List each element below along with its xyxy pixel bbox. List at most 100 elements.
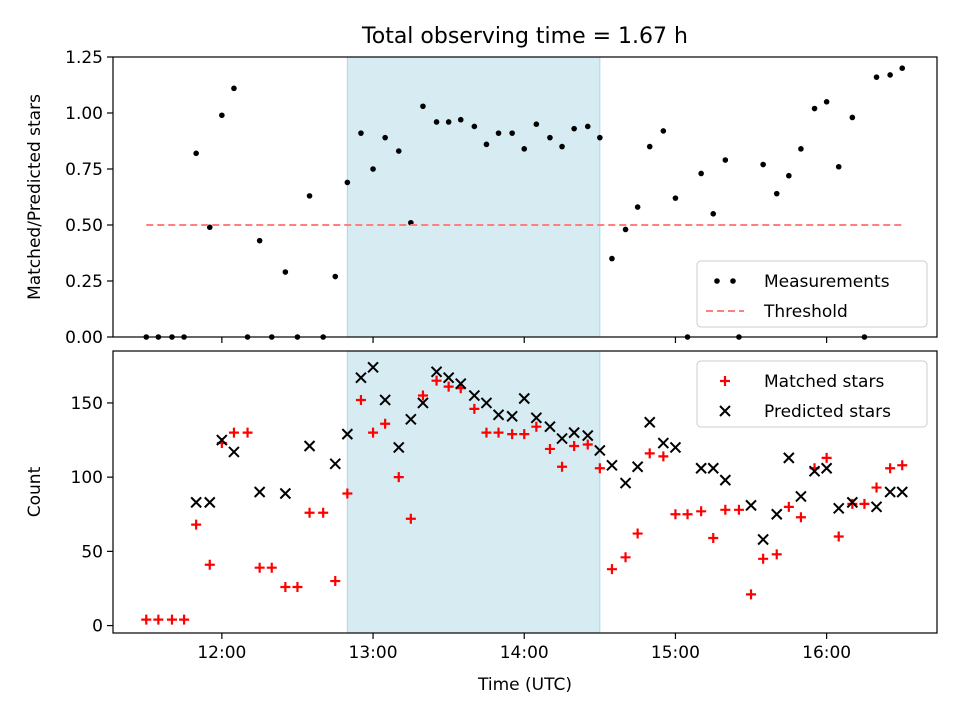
matched-star-point — [771, 549, 782, 560]
x-tick-label: 13:00 — [349, 643, 398, 663]
matched-star-point — [885, 463, 896, 474]
matched-star-point — [330, 576, 341, 587]
matched-star-point — [141, 614, 152, 625]
matched-star-point — [833, 531, 844, 542]
predicted-star-point — [771, 508, 783, 520]
predicted-star-point — [757, 533, 769, 546]
measurement-point — [509, 130, 515, 136]
measurement-point — [370, 166, 376, 172]
bottom-panel-counts: 12:00 13:00 14:00 15:00 16:00 0 50 100 150 Count T… — [25, 350, 938, 695]
measurement-point — [231, 85, 237, 92]
measurement-point — [445, 119, 452, 125]
measurement-point — [483, 141, 490, 148]
observing-window-band — [346, 350, 601, 634]
y-tick-label: 0.25 — [65, 272, 103, 292]
predicted-star-point — [896, 486, 908, 498]
measurement-point — [358, 130, 364, 136]
measurement-point — [773, 190, 780, 197]
legend-box — [696, 260, 928, 328]
measurement-point — [420, 103, 426, 110]
predicted-star-point — [355, 372, 367, 384]
predicted-star-point — [216, 434, 228, 446]
measurement-point — [609, 255, 615, 262]
predicted-star-point — [468, 389, 481, 402]
y-tick-label: 0.00 — [65, 328, 103, 348]
predicted-star-point — [405, 413, 417, 425]
predicted-star-point — [341, 428, 354, 440]
matched-star-point — [191, 519, 202, 530]
measurement-point — [495, 130, 502, 136]
observing-window-band — [346, 56, 601, 338]
measurement-point — [634, 204, 641, 210]
predicted-star-point — [279, 487, 292, 500]
matched-star-point — [254, 562, 265, 573]
predicted-star-point — [644, 416, 656, 428]
predicted-star-point — [820, 462, 833, 474]
matched-star-point — [519, 429, 530, 440]
measurement-point — [584, 123, 591, 130]
measurement-point — [344, 179, 351, 186]
predicted-star-point — [303, 440, 316, 452]
predicted-star-point — [606, 459, 618, 471]
measurement-point — [547, 134, 553, 141]
matched-star-point — [859, 498, 870, 509]
matched-star-point — [897, 460, 908, 471]
measurement-point — [457, 116, 464, 123]
measurement-point — [382, 134, 388, 141]
matched-star-point — [280, 581, 291, 592]
predicted-star-point — [582, 429, 594, 442]
matched-star-point — [204, 559, 215, 570]
matched-star-point — [821, 452, 832, 463]
y-tick-label: 50 — [81, 542, 103, 562]
matched-star-point — [795, 512, 806, 523]
matched-star-point — [632, 528, 643, 539]
matched-star-point — [242, 427, 253, 438]
legend-label: Threshold — [763, 302, 848, 322]
predicted-star-point — [556, 432, 568, 445]
x-axis-label: Time (UTC) — [477, 675, 572, 695]
measurement-point — [282, 269, 289, 275]
matched-star-point — [166, 614, 177, 625]
predicted-star-point — [783, 452, 795, 464]
measurement-point — [760, 161, 766, 168]
measurement-point — [256, 237, 263, 244]
chart-title: Total observing time = 1.67 h — [361, 24, 688, 49]
measurement-point — [219, 112, 225, 119]
y-tick-label: 150 — [71, 394, 103, 414]
matched-star-point — [405, 513, 416, 524]
measurement-point — [521, 146, 528, 152]
predicted-star-point — [619, 477, 632, 489]
measurement-point — [622, 226, 629, 233]
measurement-point — [823, 99, 830, 105]
matched-star-point — [417, 390, 428, 401]
matched-star-point — [644, 448, 655, 459]
predicted-star-point — [393, 441, 405, 454]
legend-marker-x — [719, 405, 731, 417]
predicted-star-point — [518, 392, 530, 405]
predicted-star-point — [795, 490, 807, 503]
matched-star-point — [443, 381, 454, 392]
predicted-star-point — [870, 501, 883, 513]
matched-star-point — [481, 427, 492, 438]
legend-label: Predicted stars — [764, 402, 891, 422]
y-axis-label: Matched/Predicted stars — [25, 94, 45, 300]
predicted-star-point — [669, 441, 682, 454]
measurement-point — [533, 121, 540, 127]
measurement-point — [597, 134, 603, 141]
y-tick-label: 1.25 — [65, 48, 103, 68]
measurement-point — [193, 150, 199, 157]
measurement-point — [710, 211, 717, 217]
measurement-point — [698, 170, 704, 177]
measurement-point — [471, 123, 478, 130]
matched-star-point — [606, 564, 617, 575]
matched-star-point — [292, 581, 303, 592]
measurement-point — [332, 273, 339, 280]
predicted-star-point — [204, 496, 216, 509]
predicted-star-point — [455, 377, 467, 390]
legend-marker-plus — [720, 376, 730, 386]
legend-box — [696, 360, 928, 428]
predicted-star-point — [253, 486, 266, 498]
matched-star-point — [582, 439, 593, 450]
